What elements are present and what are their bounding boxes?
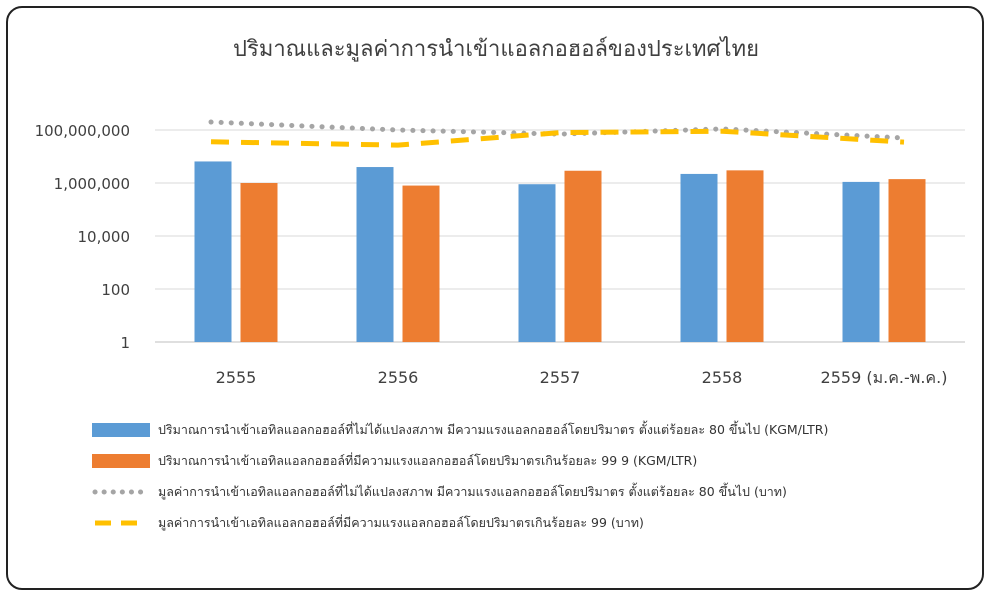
legend-label: ปริมาณการนำเข้าเอทิลแอลกอฮอล์ที่ไม่ได้แป…	[158, 421, 829, 437]
bar-orange-0	[240, 183, 278, 342]
line-dashed-series	[210, 128, 905, 148]
chart-legend: ปริมาณการนำเข้าเอทิลแอลกอฮอล์ที่ไม่ได้แป…	[92, 414, 952, 538]
bar-blue-4	[842, 181, 880, 342]
legend-label: ปริมาณการนำเข้าเอทิลแอลกอฮอล์ที่มีความแร…	[158, 452, 698, 468]
bar-orange-2	[564, 170, 602, 342]
legend-entry: ปริมาณการนำเข้าเอทิลแอลกอฮอล์ที่ไม่ได้แป…	[92, 414, 952, 445]
legend-entry: มูลค่าการนำเข้าเอทิลแอลกอฮอล์ที่ไม่ได้แป…	[92, 476, 952, 507]
y-tick-label: 100,000,000	[35, 122, 130, 140]
bar-orange-1	[402, 185, 440, 342]
chart-title: ปริมาณและมูลค่าการนำเข้าแอลกอฮอล์ของประเ…	[233, 36, 759, 62]
x-tick-label: 2557	[540, 368, 581, 387]
x-tick-label: 2555	[216, 368, 257, 387]
legend-swatch	[92, 422, 150, 437]
legend-entry: มูลค่าการนำเข้าเอทิลแอลกอฮอล์ที่มีความแร…	[92, 507, 952, 538]
bar-blue-0	[194, 161, 232, 342]
x-tick-label: 2559 (ม.ค.-พ.ค.)	[821, 368, 948, 387]
x-tick-label: 2556	[378, 368, 419, 387]
y-tick-label: 10,000	[78, 228, 131, 246]
legend-entry: ปริมาณการนำเข้าเอทิลแอลกอฮอล์ที่มีความแร…	[92, 445, 952, 476]
bar-blue-2	[518, 184, 556, 342]
bar-orange-3	[726, 170, 764, 342]
bar-orange-4	[888, 179, 926, 342]
legend-label: มูลค่าการนำเข้าเอทิลแอลกอฮอล์ที่ไม่ได้แป…	[158, 483, 787, 499]
legend-swatch	[92, 453, 150, 468]
x-tick-label: 2558	[702, 368, 743, 387]
y-tick-label: 100	[101, 281, 130, 299]
bar-blue-3	[680, 173, 718, 342]
legend-line-swatch	[95, 520, 147, 525]
y-tick-label: 1	[120, 334, 130, 352]
legend-line-swatch	[92, 489, 150, 494]
y-tick-label: 1,000,000	[54, 175, 130, 193]
legend-label: มูลค่าการนำเข้าเอทิลแอลกอฮอล์ที่มีความแร…	[158, 514, 644, 530]
chart-frame	[6, 6, 984, 590]
bar-blue-1	[356, 167, 394, 342]
